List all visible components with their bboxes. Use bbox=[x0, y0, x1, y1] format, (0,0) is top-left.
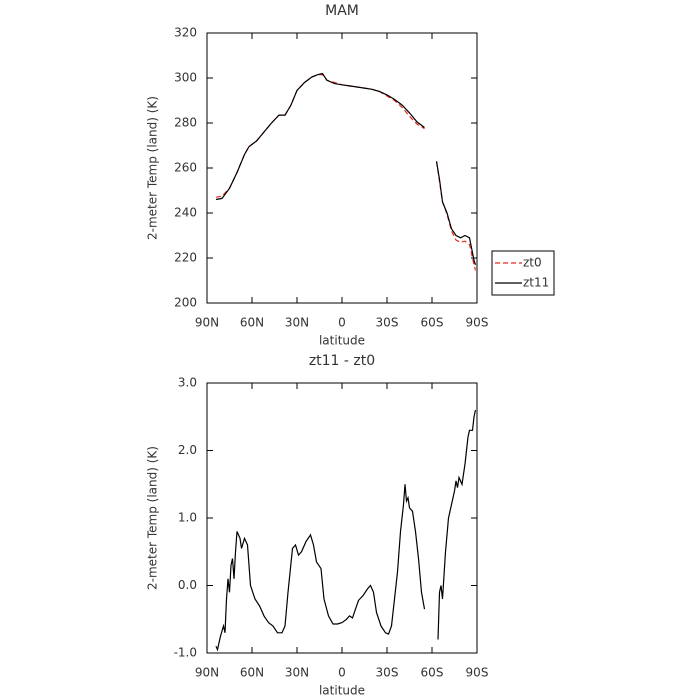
x-tick-label: 60N bbox=[240, 316, 264, 330]
y-axis-label: 2-meter Temp (land) (K) bbox=[146, 96, 160, 240]
y-tick-label: 260 bbox=[174, 161, 197, 175]
x-tick-label: 30N bbox=[285, 316, 309, 330]
data-line bbox=[215, 409, 477, 652]
y-tick-label: 240 bbox=[174, 206, 197, 220]
y-tick-label: 320 bbox=[174, 26, 197, 40]
x-tick-label: 90N bbox=[195, 666, 219, 680]
plot-frame bbox=[206, 382, 478, 654]
x-tick-label: 90S bbox=[466, 666, 489, 680]
y-tick-label: 1.0 bbox=[178, 511, 197, 525]
x-tick-label: 30S bbox=[376, 316, 399, 330]
plot-frame bbox=[206, 32, 478, 304]
legend-label: zt0 bbox=[523, 256, 542, 270]
data-line bbox=[215, 72, 477, 265]
x-tick-label: 0 bbox=[338, 666, 346, 680]
y-tick-label: 280 bbox=[174, 116, 197, 130]
x-tick-label: 30S bbox=[376, 666, 399, 680]
y-tick-label: 300 bbox=[174, 71, 197, 85]
x-tick-label: 60N bbox=[240, 666, 264, 680]
x-tick-label: 30N bbox=[285, 666, 309, 680]
y-axis-label: 2-meter Temp (land) (K) bbox=[146, 446, 160, 590]
x-tick-label: 60S bbox=[421, 666, 444, 680]
y-tick-label: 220 bbox=[174, 251, 197, 265]
x-tick-label: 90N bbox=[195, 316, 219, 330]
y-tick-label: 200 bbox=[174, 296, 197, 310]
x-tick-label: 90S bbox=[466, 316, 489, 330]
y-tick-label: 0.0 bbox=[178, 578, 197, 592]
legend-box bbox=[491, 250, 555, 296]
chart-title: MAM bbox=[325, 3, 359, 19]
data-line bbox=[215, 74, 477, 271]
legend-label: zt11 bbox=[523, 276, 549, 290]
y-tick-label: 3.0 bbox=[178, 376, 197, 390]
x-axis-label: latitude bbox=[319, 334, 365, 348]
x-tick-label: 0 bbox=[338, 316, 346, 330]
x-tick-label: 60S bbox=[421, 316, 444, 330]
y-tick-label: -1.0 bbox=[174, 646, 197, 660]
chart-title: zt11 - zt0 bbox=[309, 353, 375, 369]
y-tick-label: 2.0 bbox=[178, 443, 197, 457]
x-axis-label: latitude bbox=[319, 684, 365, 698]
